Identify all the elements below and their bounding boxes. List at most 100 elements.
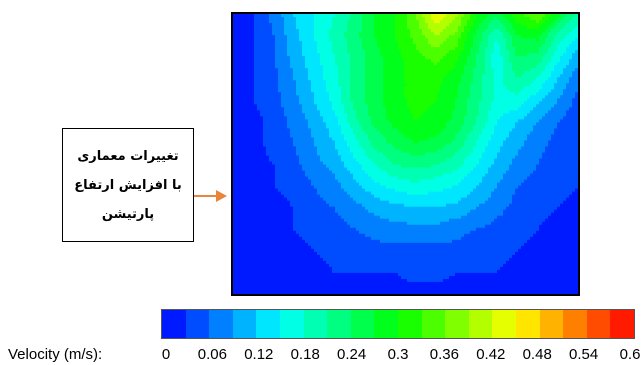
contour-cell [245,68,249,72]
contour-cell [242,92,246,96]
contour-cell [545,62,549,66]
contour-cell [479,41,483,45]
contour-cell [245,32,249,36]
contour-cell [233,119,237,123]
contour-cell [245,98,249,102]
contour-cell [527,134,531,138]
contour-cell [422,17,426,21]
contour-cell [269,77,273,81]
contour-cell [284,17,288,21]
contour-cell [521,92,525,96]
contour-cell [368,38,372,42]
contour-cell [392,20,396,24]
contour-cell [548,71,552,75]
contour-cell [404,137,408,141]
contour-cell [548,59,552,63]
contour-cell [485,65,489,69]
contour-cell [362,95,366,99]
contour-cell [338,143,342,147]
contour-cell [449,65,453,69]
contour-cell [272,134,276,138]
contour-cell [332,113,336,117]
contour-cell [545,134,549,138]
contour-cell [509,83,513,87]
contour-cell [368,47,372,51]
contour-cell [305,119,309,123]
contour-cell [449,68,453,72]
contour-cell [353,128,357,132]
contour-cell [347,68,351,72]
contour-cell [539,17,543,21]
contour-cell [563,53,567,57]
contour-cell [338,77,342,81]
contour-cell [365,140,369,144]
contour-cell [314,29,318,33]
contour-cell [521,122,525,126]
contour-cell [536,80,540,84]
contour-cell [257,35,261,39]
contour-cell [422,20,426,24]
contour-cell [290,41,294,45]
contour-cell [527,92,531,96]
contour-cell [350,50,354,54]
contour-cell [512,128,516,132]
contour-cell [407,98,411,102]
contour-cell [389,98,393,102]
contour-cell [437,32,441,36]
contour-cell [302,59,306,63]
contour-cell [347,113,351,117]
contour-cell [461,38,465,42]
contour-cell [233,95,237,99]
contour-cell [329,122,333,126]
contour-cell [470,14,474,18]
contour-cell [296,23,300,27]
contour-cell [563,110,567,114]
contour-cell [563,128,567,132]
contour-cell [239,140,243,144]
contour-cell [416,35,420,39]
contour-cell [401,95,405,99]
contour-cell [314,104,318,108]
contour-cell [293,86,297,90]
contour-cell [425,125,429,129]
contour-cell [311,92,315,96]
contour-cell [437,104,441,108]
contour-cell [428,89,432,93]
contour-cell [359,89,363,93]
contour-cell [488,32,492,36]
contour-cell [419,71,423,75]
contour-cell [575,122,578,126]
contour-cell [440,89,444,93]
contour-cell [389,38,393,42]
contour-cell [347,29,351,33]
contour-cell [359,98,363,102]
contour-cell [530,68,534,72]
contour-cell [362,110,366,114]
contour-cell [263,59,267,63]
contour-cell [443,65,447,69]
contour-cell [353,62,357,66]
contour-cell [482,110,486,114]
contour-cell [491,131,495,135]
contour-cell [362,56,366,60]
contour-cell [347,35,351,39]
contour-cell [455,47,459,51]
contour-cell [305,92,309,96]
contour-cell [407,17,411,21]
contour-cell [293,116,297,120]
contour-cell [557,68,561,72]
contour-cell [572,107,576,111]
contour-cell [506,41,510,45]
contour-cell [281,32,285,36]
contour-cell [365,95,369,99]
contour-cell [422,38,426,42]
contour-cell [527,86,531,90]
contour-cell [332,50,336,54]
contour-cell [452,107,456,111]
contour-cell [467,113,471,117]
contour-cell [407,80,411,84]
contour-cell [299,62,303,66]
contour-cell [353,140,357,144]
contour-cell [359,116,363,120]
contour-cell [320,74,324,78]
